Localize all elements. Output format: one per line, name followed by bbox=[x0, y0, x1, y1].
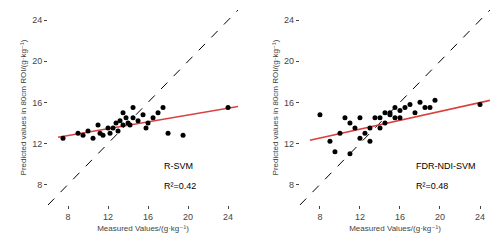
svg-text:16: 16 bbox=[143, 212, 153, 222]
svg-text:12: 12 bbox=[103, 212, 113, 222]
svg-text:Predicted values in 80cm ROI/(: Predicted values in 80cm ROI/(g·kg⁻¹) bbox=[19, 39, 28, 175]
svg-text:16: 16 bbox=[395, 212, 405, 222]
svg-text:8: 8 bbox=[289, 180, 294, 190]
svg-text:12: 12 bbox=[284, 139, 294, 149]
svg-text:Predicted values in 80cm ROI/(: Predicted values in 80cm ROI/(g·kg⁻¹) bbox=[271, 39, 280, 175]
svg-text:12: 12 bbox=[355, 212, 365, 222]
svg-text:8: 8 bbox=[317, 212, 322, 222]
svg-text:R²=0.42: R²=0.42 bbox=[164, 181, 196, 191]
svg-text:16: 16 bbox=[284, 98, 294, 108]
svg-text:Measured Values/(g·kg⁻¹): Measured Values/(g·kg⁻¹) bbox=[97, 224, 189, 233]
svg-text:R-SVM: R-SVM bbox=[164, 161, 193, 171]
svg-text:20: 20 bbox=[435, 212, 445, 222]
svg-text:16: 16 bbox=[32, 98, 42, 108]
svg-text:FDR-NDI-SVM: FDR-NDI-SVM bbox=[416, 161, 476, 171]
svg-text:Measured Values/(g·kg⁻¹): Measured Values/(g·kg⁻¹) bbox=[349, 224, 441, 233]
svg-text:24: 24 bbox=[32, 15, 42, 25]
svg-text:24: 24 bbox=[475, 212, 485, 222]
svg-text:R²=0.48: R²=0.48 bbox=[416, 181, 448, 191]
svg-text:8: 8 bbox=[37, 180, 42, 190]
svg-text:24: 24 bbox=[284, 15, 294, 25]
svg-text:20: 20 bbox=[32, 56, 42, 66]
svg-text:20: 20 bbox=[183, 212, 193, 222]
svg-text:20: 20 bbox=[284, 56, 294, 66]
svg-text:8: 8 bbox=[66, 212, 71, 222]
svg-text:12: 12 bbox=[32, 139, 42, 149]
svg-text:24: 24 bbox=[223, 212, 233, 222]
